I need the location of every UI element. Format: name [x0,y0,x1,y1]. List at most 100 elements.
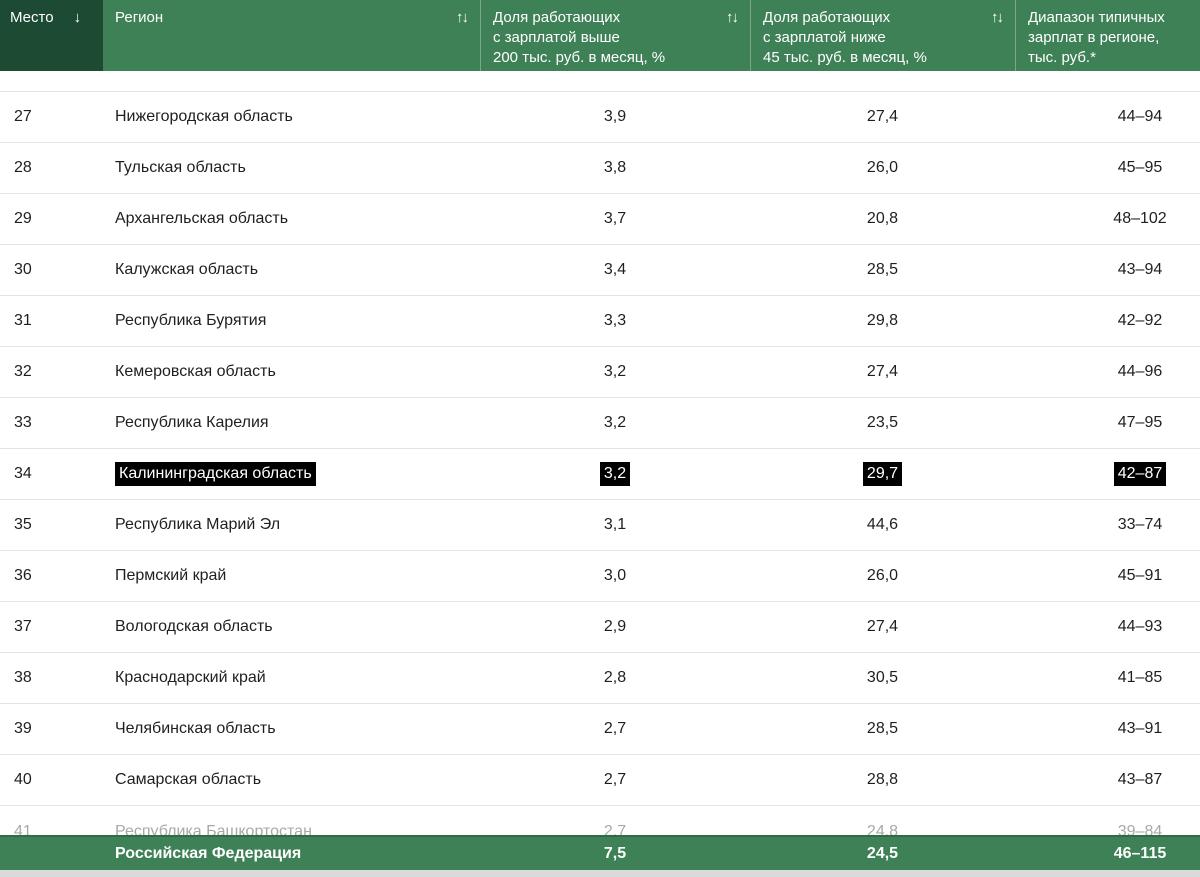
share-above-200k-value: 3,0 [603,567,627,584]
sort-descending-icon[interactable]: ↓ [73,9,82,26]
salary-range-cell: 45–91 [1015,567,1200,585]
share-above-200k-cell: 2,9 [480,618,750,636]
column-header-line: с зарплатой выше [493,29,620,46]
rank-value: 32 [14,363,32,380]
salary-range-cell: 33–74 [1015,516,1200,534]
summary-salary-range-cell: 46–115 [1113,844,1167,862]
salary-range-cell: 45–95 [1015,159,1200,177]
page-background-strip [0,870,1200,877]
salary-range-value: 33–74 [1117,516,1163,533]
table-row: 38 Краснодарский край 2,8 30,5 41–85 [0,653,1200,704]
share-above-200k-cell: 2,7 [480,720,750,738]
salary-range-value: 48–102 [1113,210,1167,227]
region-cell: Самарская область [103,771,480,789]
sort-both-icon[interactable]: ↑↓ [456,9,469,26]
share-above-200k-value: 2,7 [603,771,627,788]
share-below-45k-value: 26,0 [866,159,899,176]
column-header-place-label: Место [10,9,54,26]
share-above-200k-cell: 3,2 [480,414,750,432]
region-cell: Республика Бурятия [103,312,480,330]
column-header-place[interactable]: Место ↓ [0,0,103,71]
table-body: 27 Нижегородская область 3,9 27,4 44–94 … [0,92,1200,857]
column-header-line: 200 тыс. руб. в месяц, % [493,49,666,66]
region-cell: Тульская область [103,159,480,177]
table-row: 32 Кемеровская область 3,2 27,4 44–96 [0,347,1200,398]
partially-scrolled-row [0,71,1200,92]
share-above-200k-value: 2,8 [603,669,627,686]
salary-range-cell: 44–93 [1015,618,1200,636]
column-header-region-label: Регион [115,9,164,26]
salary-range-cell: 42–92 [1015,312,1200,330]
share-below-45k-cell: 29,8 [750,312,1015,330]
share-above-200k-cell: 3,3 [480,312,750,330]
salary-range-value: 42–87 [1113,462,1167,486]
share-below-45k-value: 23,5 [866,414,899,431]
share-below-45k-value: 29,8 [866,312,899,329]
salary-range-cell: 43–87 [1015,771,1200,789]
column-header-salary-range[interactable]: Диапазон типичных зарплат в регионе, тыс… [1015,0,1200,71]
share-below-45k-value: 44,6 [866,516,899,533]
salary-range-value: 45–91 [1117,567,1163,584]
table-row: 37 Вологодская область 2,9 27,4 44–93 [0,602,1200,653]
sort-both-icon[interactable]: ↑↓ [726,9,739,26]
rank-cell: 37 [0,618,103,636]
share-above-200k-value: 3,8 [603,159,627,176]
rank-cell: 39 [0,720,103,738]
share-below-45k-value: 30,5 [866,669,899,686]
share-below-45k-value: 26,0 [866,567,899,584]
rank-value: 35 [14,516,32,533]
share-above-200k-value: 2,9 [603,618,627,635]
table-row: 35 Республика Марий Эл 3,1 44,6 33–74 [0,500,1200,551]
share-below-45k-value: 27,4 [866,363,899,380]
region-name: Тульская область [115,159,246,176]
column-header-region[interactable]: Регион ↑↓ [103,0,480,71]
share-below-45k-cell: 28,5 [750,720,1015,738]
share-above-200k-cell: 3,9 [480,108,750,126]
share-above-200k-value: 2,7 [603,720,627,737]
salary-range-value: 42–92 [1117,312,1163,329]
share-above-200k-value: 3,3 [603,312,627,329]
column-header-share-below-45k[interactable]: Доля работающих с зарплатой ниже 45 тыс.… [750,0,1015,71]
salary-range-cell: 44–96 [1015,363,1200,381]
salary-range-cell: 44–94 [1015,108,1200,126]
region-name: Нижегородская область [115,108,293,125]
rank-value: 33 [14,414,32,431]
rank-cell: 35 [0,516,103,534]
salary-range-value: 44–94 [1117,108,1163,125]
rank-cell: 34 [0,465,103,483]
rank-cell: 30 [0,261,103,279]
table-row: 36 Пермский край 3,0 26,0 45–91 [0,551,1200,602]
region-name: Калужская область [115,261,259,278]
share-above-200k-value: 3,1 [603,516,627,533]
rank-cell: 40 [0,771,103,789]
share-below-45k-cell: 26,0 [750,567,1015,585]
rank-cell: 27 [0,108,103,126]
salary-range-cell: 48–102 [1015,210,1200,228]
share-below-45k-value: 29,7 [862,462,903,486]
summary-region-cell: Российская Федерация [115,844,302,862]
salary-range-value: 44–96 [1117,363,1163,380]
share-below-45k-cell: 27,4 [750,618,1015,636]
salary-range-cell: 43–94 [1015,261,1200,279]
share-below-45k-value: 27,4 [866,618,899,635]
column-header-share-above-200k[interactable]: Доля работающих с зарплатой выше 200 тыс… [480,0,750,71]
summary-share-below-45k-cell: 24,5 [866,844,899,862]
sort-both-icon[interactable]: ↑↓ [991,9,1004,26]
rank-value: 31 [14,312,32,329]
table-row: 33 Республика Карелия 3,2 23,5 47–95 [0,398,1200,449]
salary-range-value: 47–95 [1117,414,1163,431]
share-below-45k-cell: 44,6 [750,516,1015,534]
table-row: 28 Тульская область 3,8 26,0 45–95 [0,143,1200,194]
table-row: 27 Нижегородская область 3,9 27,4 44–94 [0,92,1200,143]
column-header-line: Доля работающих [763,9,891,26]
share-below-45k-cell: 28,8 [750,771,1015,789]
summary-share-above-200k-cell: 7,5 [603,844,627,862]
share-above-200k-cell: 3,4 [480,261,750,279]
table-row: 31 Республика Бурятия 3,3 29,8 42–92 [0,296,1200,347]
rank-value: 27 [14,108,32,125]
salary-range-cell: 43–91 [1015,720,1200,738]
region-name: Кемеровская область [115,363,276,380]
region-cell: Архангельская область [103,210,480,228]
column-header-line: с зарплатой ниже [763,29,886,46]
